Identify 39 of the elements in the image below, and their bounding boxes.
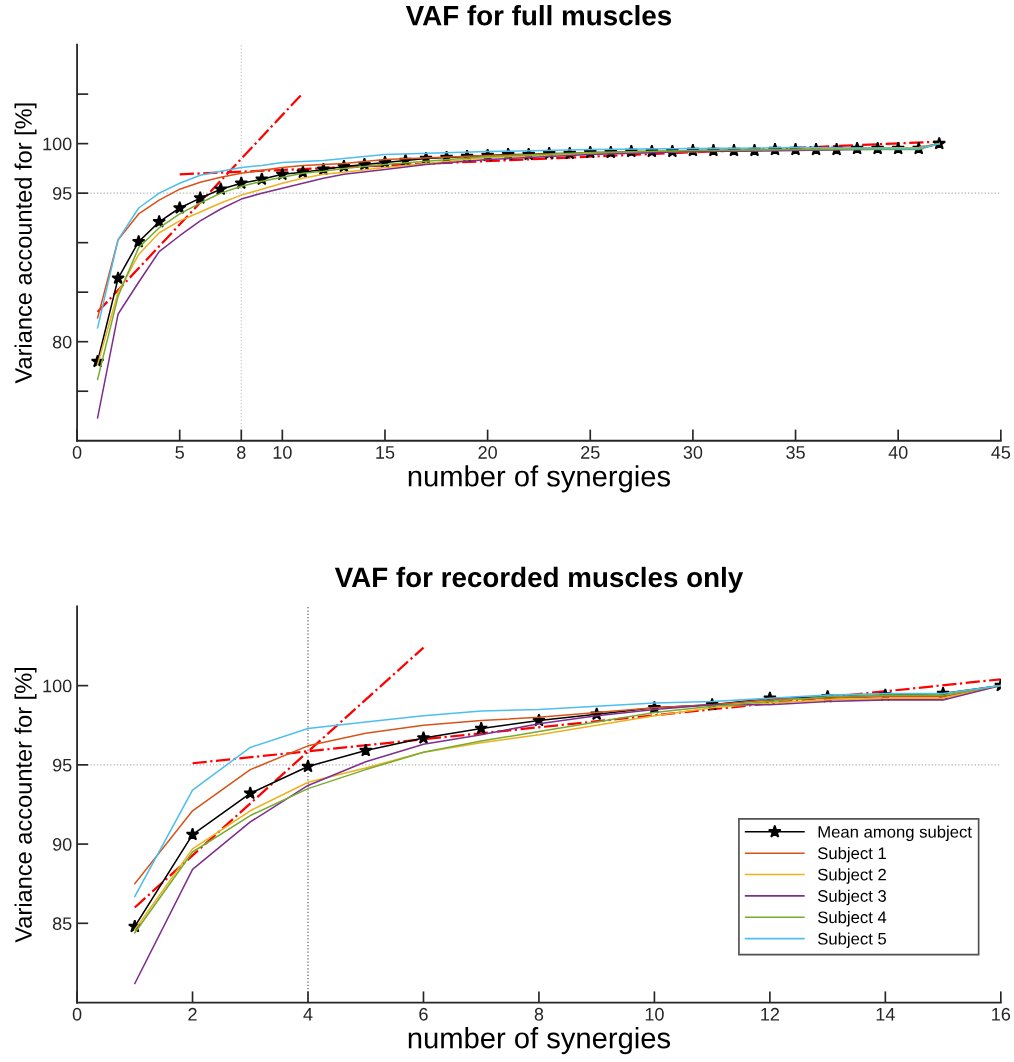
x-tick-label: 14 xyxy=(876,1008,895,1021)
x-tick-label: 0 xyxy=(72,446,82,459)
x-tick-label: 0 xyxy=(72,1007,82,1021)
x-tick-label: 40 xyxy=(888,446,908,459)
x-tick-label: 8 xyxy=(237,446,246,459)
x-tick-label: 10 xyxy=(645,1007,664,1021)
y-tick-label: 95 xyxy=(52,758,72,772)
x-tick-label: 20 xyxy=(478,446,497,459)
y-tick-label: 100 xyxy=(43,137,72,151)
x-tick-label: 15 xyxy=(376,446,395,459)
x-tick-label: 4 xyxy=(303,1008,313,1021)
chart-title: VAF for recorded muscles only xyxy=(334,566,744,593)
chart-title: VAF for full muscles xyxy=(405,5,672,26)
x-tick-label: 6 xyxy=(419,1007,428,1021)
y-tick-label: 95 xyxy=(52,187,72,200)
y-tick-label: 80 xyxy=(52,335,72,349)
y-axis-title: Variance accounted for [%] xyxy=(14,103,37,384)
x-tick-label: 30 xyxy=(683,446,703,459)
y-tick-label: 85 xyxy=(52,917,72,931)
legend-label: Subject 5 xyxy=(818,932,887,948)
y-tick-label: 100 xyxy=(43,679,72,693)
x-tick-label: 16 xyxy=(992,1007,1011,1021)
x-tick-label: 2 xyxy=(188,1007,197,1021)
y-tick-label: 90 xyxy=(52,838,72,851)
x-tick-label: 12 xyxy=(761,1007,780,1021)
legend-label: Mean among subject xyxy=(818,825,972,842)
legend-label: Subject 1 xyxy=(818,846,886,863)
y-axis-title: Variance accounter for [%] xyxy=(14,667,37,943)
x-tick-label: 25 xyxy=(581,446,600,459)
x-tick-label: 5 xyxy=(175,446,184,459)
x-tick-label: 8 xyxy=(534,1007,544,1021)
x-tick-label: 45 xyxy=(991,446,1011,459)
x-tick-label: 10 xyxy=(273,446,292,459)
legend-label: Subject 3 xyxy=(818,889,887,906)
x-axis-title: number of synergies xyxy=(408,465,671,493)
x-tick-label: 35 xyxy=(786,446,805,459)
legend-label: Subject 4 xyxy=(818,911,887,927)
x-axis-title: number of synergies xyxy=(408,1027,671,1055)
legend-label: Subject 2 xyxy=(818,868,886,884)
